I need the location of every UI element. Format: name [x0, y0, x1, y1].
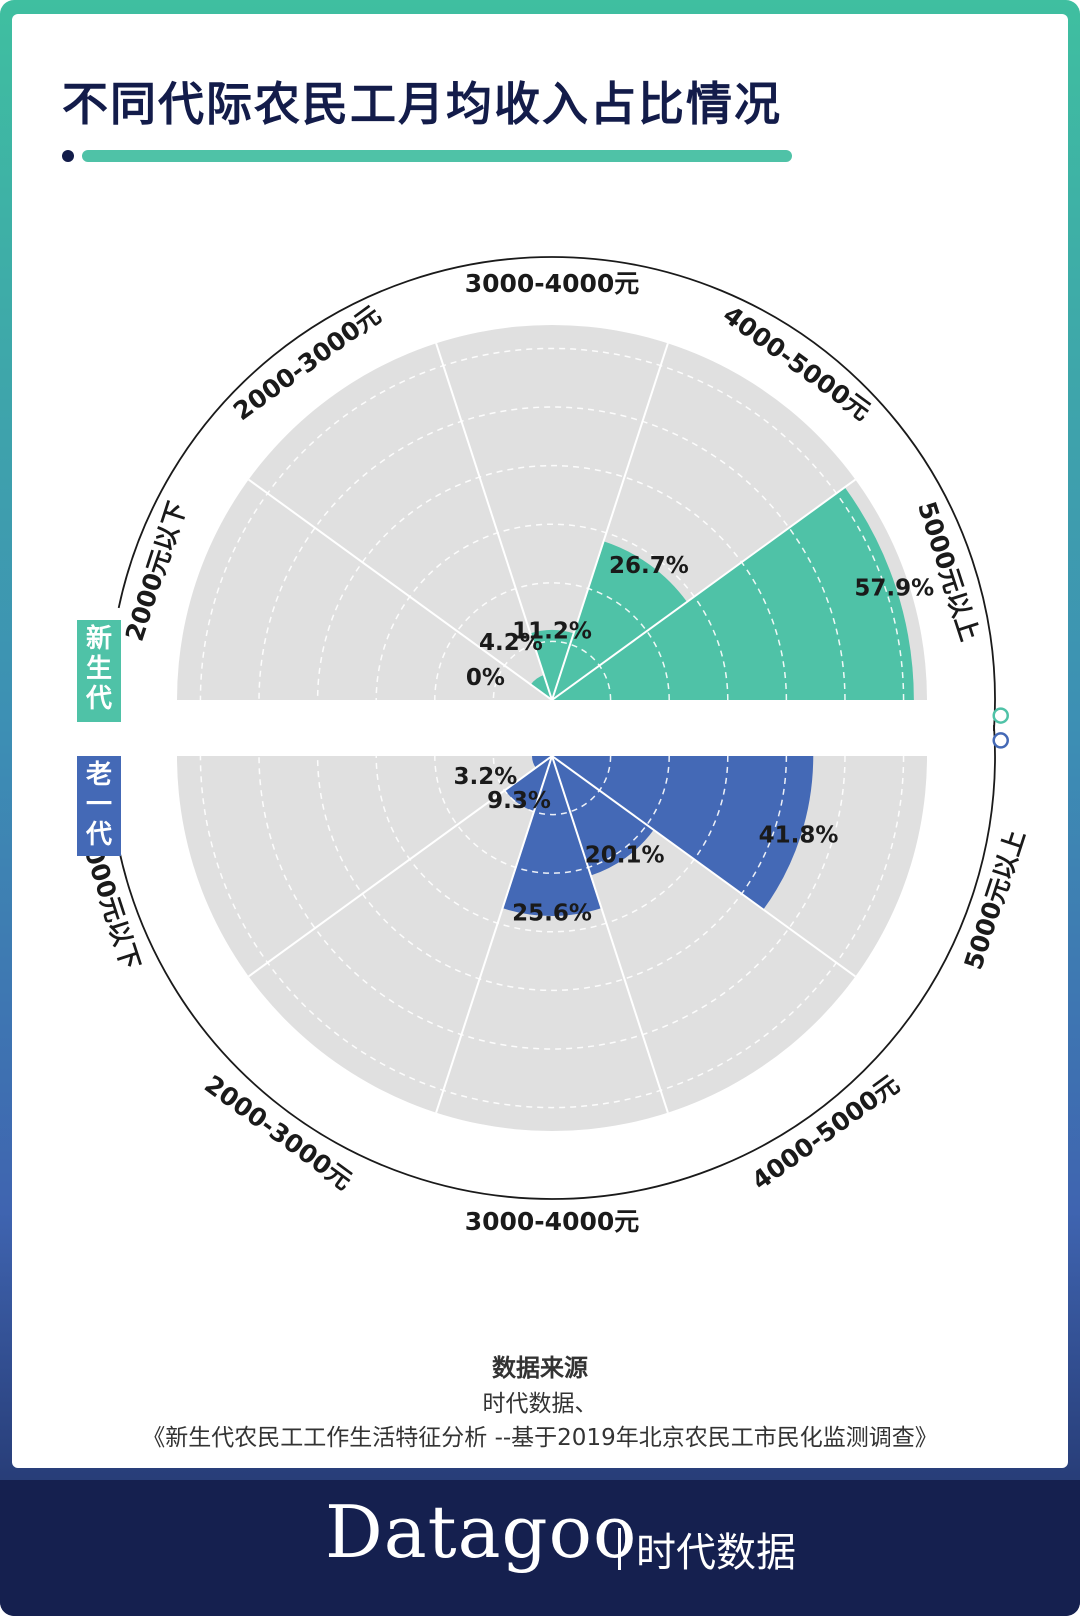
category-label-old-3: 4000-5000元: [746, 1070, 904, 1196]
grid-ring-new-5: [258, 406, 846, 701]
grid-ring-old-3: [375, 755, 729, 933]
separator-old-2: [551, 755, 669, 1113]
grid-ring-new-1: [492, 640, 612, 701]
value-label-new-1: 4.2%: [479, 630, 543, 656]
title-underline: [82, 150, 792, 162]
outer-ring-new: [117, 256, 996, 731]
category-label-old-1: 2000-3000元: [199, 1070, 357, 1196]
bar-new-3: [552, 541, 688, 700]
value-label-old-2: 25.6%: [512, 901, 592, 927]
bar-new-4: [552, 487, 914, 700]
separator-old-4: [248, 755, 553, 978]
category-label-new-4: 5000元以上: [912, 498, 984, 644]
grid-ring-old-1: [492, 755, 612, 816]
series-tag-old: 老一代: [77, 756, 121, 856]
value-label-new-2: 11.2%: [512, 619, 592, 645]
bar-old-2: [502, 756, 602, 916]
grid-ring-old-4: [316, 755, 788, 992]
grid-ring-new-4: [316, 464, 788, 701]
category-label-old-2: 3000-4000元: [465, 1207, 640, 1236]
grid-ring-old-6: [199, 755, 905, 1109]
separator-new-2: [551, 343, 669, 701]
grid-ring-new-3: [375, 523, 729, 701]
ring-end-marker-old: [992, 732, 1009, 749]
grid-ring-old-2: [434, 755, 670, 874]
value-label-old-4: 41.8%: [759, 823, 839, 849]
value-label-old-0: 3.2%: [454, 764, 518, 790]
series-tag-new: 新生代: [77, 620, 121, 722]
page-title: 不同代际农民工月均收入占比情况: [62, 77, 782, 131]
source-heading: 数据来源: [492, 1354, 588, 1382]
bar-new-2: [530, 630, 574, 700]
bar-old-1: [504, 756, 552, 812]
value-label-old-1: 9.3%: [487, 788, 551, 814]
category-label-old-4: 5000元以上: [959, 827, 1031, 973]
value-label-new-3: 26.7%: [609, 553, 689, 579]
separator-old-1: [551, 755, 856, 978]
separator-new-4: [248, 478, 553, 701]
separator-new-3: [435, 343, 553, 701]
source-line-2: 《新生代农民工工作生活特征分析 --基于2019年北京农民工市民化监测调查》: [142, 1425, 938, 1451]
grid-ring-old-5: [258, 755, 846, 1050]
brand-name-cn: 时代数据: [636, 1530, 796, 1576]
brand-separator: [618, 1528, 621, 1570]
title-dot: [62, 150, 74, 162]
value-label-old-3: 20.1%: [585, 843, 665, 869]
ring-end-marker-new: [992, 707, 1009, 724]
separator-new-1: [551, 478, 856, 701]
grid-ring-new-2: [434, 582, 670, 701]
outer-ring-old: [117, 725, 996, 1200]
value-label-new-4: 57.9%: [854, 575, 934, 601]
category-label-new-2: 3000-4000元: [465, 269, 640, 298]
category-label-new-0: 2000元以下: [120, 498, 192, 644]
source-line-1: 时代数据、: [482, 1391, 598, 1417]
bar-old-4: [552, 756, 814, 910]
bar-new-1: [530, 675, 552, 700]
value-label-new-0: 0%: [466, 665, 505, 691]
footer-bar: Datagoo 时代数据: [0, 1480, 1080, 1616]
separator-old-3: [435, 755, 553, 1113]
brand-logo: Datagoo: [325, 1490, 638, 1574]
grid-ring-new-6: [199, 347, 905, 701]
